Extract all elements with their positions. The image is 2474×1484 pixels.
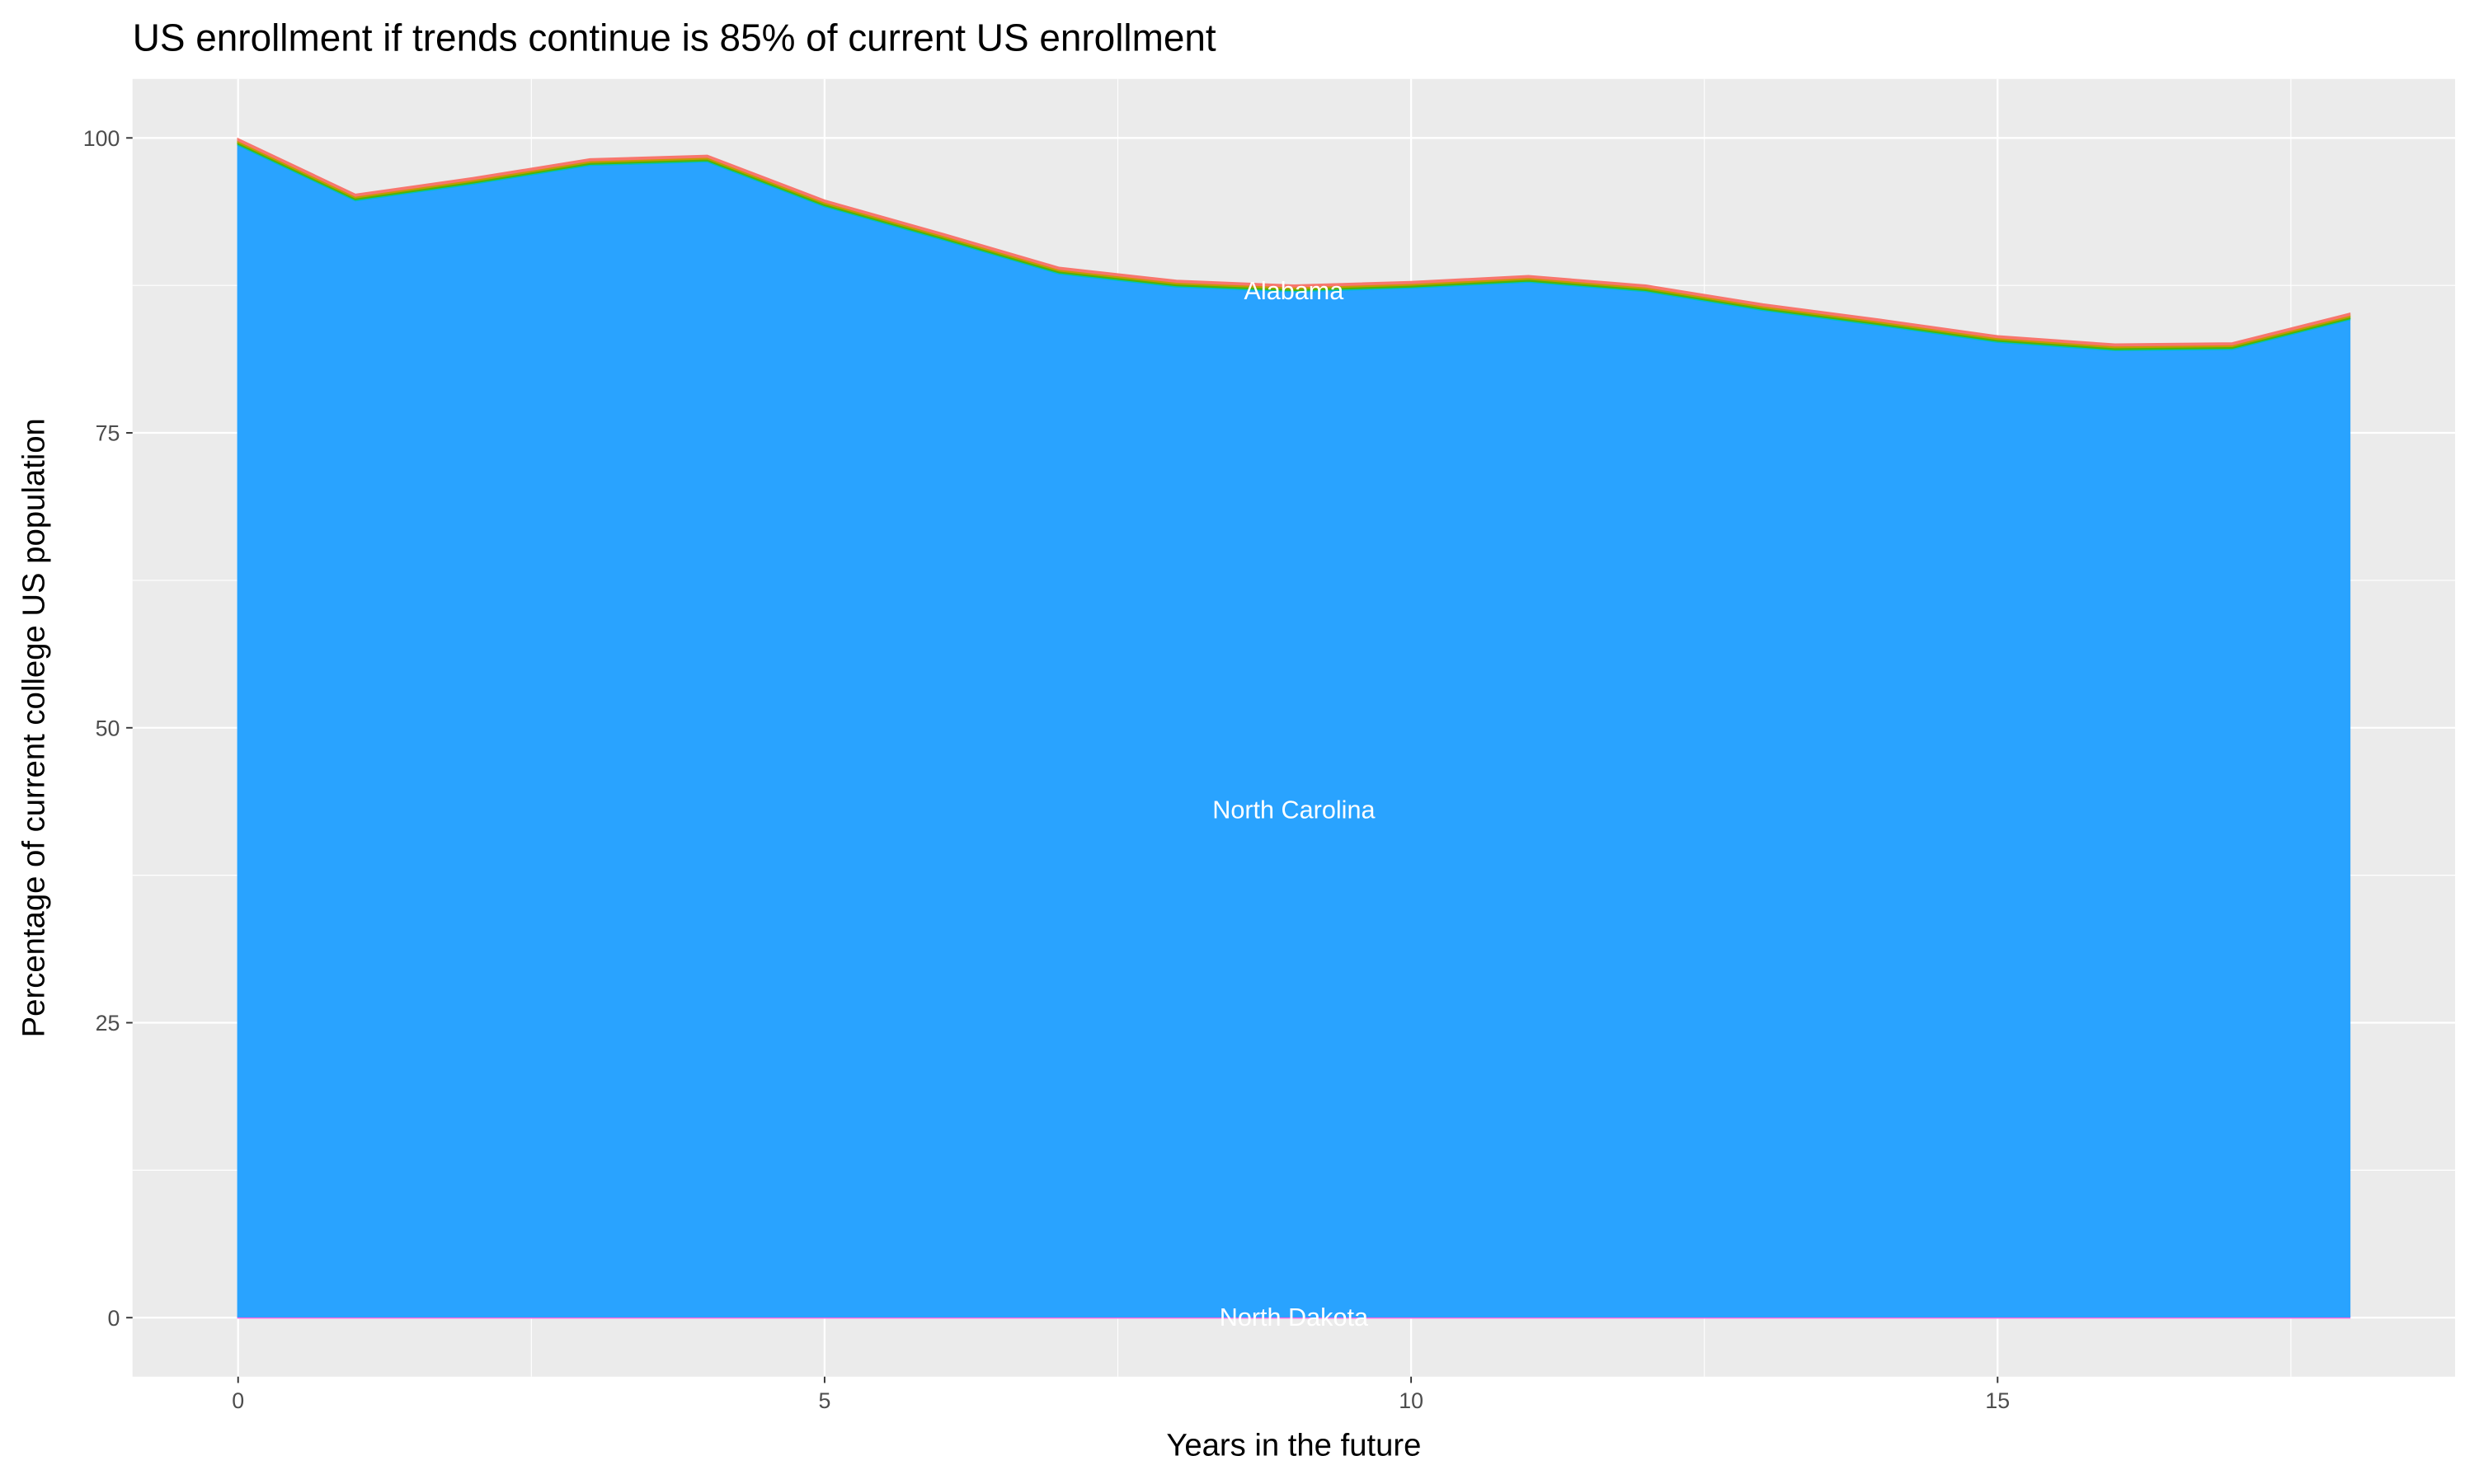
x-tick-label: 15 <box>1985 1388 2010 1413</box>
series-labels: North Dakota North Carolina Alabama <box>1212 277 1376 1331</box>
x-tick-label: 0 <box>232 1388 244 1413</box>
y-axis-title: Percentage of current college US populat… <box>16 418 52 1037</box>
series-label-alabama: Alabama <box>1244 277 1344 305</box>
y-tick-label: 0 <box>108 1306 120 1331</box>
x-tick-label: 5 <box>818 1388 830 1413</box>
series-label-north-dakota: North Dakota <box>1220 1303 1369 1331</box>
chart-title: US enrollment if trends continue is 85% … <box>133 16 1216 59</box>
y-tick-label: 25 <box>96 1011 120 1036</box>
x-tick-label: 10 <box>1399 1388 1423 1413</box>
y-tick-label: 75 <box>96 421 120 446</box>
y-tick-label: 50 <box>96 716 120 740</box>
axes: 0 5 10 15 0 25 50 75 100 <box>83 126 2010 1413</box>
area-series-5 <box>237 137 2351 347</box>
stacked-areas <box>237 137 2351 1319</box>
x-axis-title: Years in the future <box>1166 1428 1421 1463</box>
y-tick-label: 100 <box>83 126 120 151</box>
series-label-north-carolina: North Carolina <box>1212 796 1376 824</box>
